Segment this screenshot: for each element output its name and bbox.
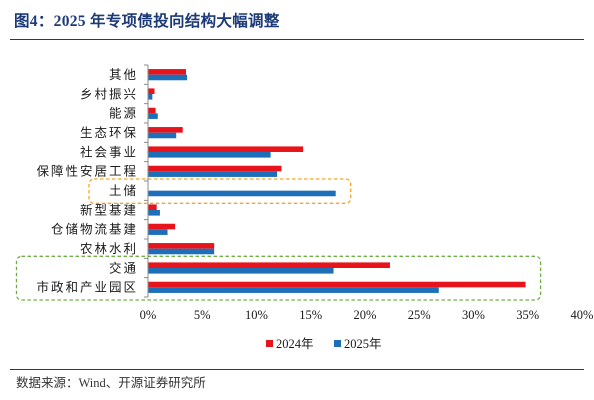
bar-series-1-category-2 xyxy=(148,88,155,94)
legend-item: 2024年 xyxy=(266,337,314,351)
bar-series-1-category-9 xyxy=(148,223,176,230)
category-label: 保障性安居工程 xyxy=(36,164,138,179)
legend-item: 2025年 xyxy=(334,337,382,351)
legend-label: 2024年 xyxy=(276,337,314,351)
x-tick-label: 15% xyxy=(299,308,322,322)
legend-swatch xyxy=(334,340,341,347)
category-label: 社会事业 xyxy=(80,144,138,159)
category-label: 新型基建 xyxy=(80,202,138,217)
bar-series-2-category-3 xyxy=(148,113,158,119)
bar-series-2-category-1 xyxy=(148,74,188,81)
highlight-boxes xyxy=(15,178,542,301)
bar-series-1-category-6 xyxy=(148,165,282,172)
bars xyxy=(148,69,526,293)
bar-series-2-category-7 xyxy=(148,190,336,197)
bar-series-1-category-3 xyxy=(148,107,156,114)
bar-series-1-category-11 xyxy=(148,262,390,268)
bar-series-2-category-8 xyxy=(148,210,160,216)
x-tick-label: 5% xyxy=(194,308,211,322)
highlight-box xyxy=(88,178,352,204)
category-label: 其他 xyxy=(109,68,138,82)
bar-series-2-category-12 xyxy=(148,287,439,293)
figure-title: 图4：2025 年专项债投向结构大幅调整 xyxy=(14,13,280,30)
category-label: 乡村振兴 xyxy=(80,87,138,101)
bar-series-2-category-5 xyxy=(148,152,271,158)
bar-series-2-category-6 xyxy=(148,171,278,177)
category-label: 交通 xyxy=(109,260,138,275)
category-label: 仓储物流基建 xyxy=(51,222,138,237)
x-tick-label: 10% xyxy=(245,308,268,322)
bar-series-1-category-1 xyxy=(148,69,186,75)
x-tick-label: 30% xyxy=(462,308,485,322)
category-label: 农林水利 xyxy=(80,242,138,256)
category-label: 土储 xyxy=(109,183,138,198)
legend-swatch xyxy=(266,340,273,347)
bar-series-2-category-2 xyxy=(148,94,153,100)
legend: 2024年 2025年 xyxy=(266,337,382,351)
x-axis-ticks: 0% 5% 10% 15% 20% 25% 30% 35% 40% xyxy=(140,308,594,322)
bar-series-1-category-8 xyxy=(148,204,157,210)
bar-series-1-category-4 xyxy=(148,127,183,133)
x-tick-label: 20% xyxy=(354,308,377,322)
bar-series-1-category-5 xyxy=(148,146,304,152)
x-tick-label: 35% xyxy=(516,308,539,322)
bar-series-2-category-10 xyxy=(148,248,215,255)
bar-series-1-category-12 xyxy=(148,281,526,288)
x-tick-label: 25% xyxy=(408,308,431,322)
bar-series-2-category-4 xyxy=(148,132,177,139)
legend-label: 2025年 xyxy=(344,337,382,351)
bar-series-1-category-10 xyxy=(148,243,215,249)
category-label: 市政和产业园区 xyxy=(36,280,138,295)
category-label: 能源 xyxy=(109,107,138,121)
bar-series-2-category-11 xyxy=(148,268,334,274)
source-rule xyxy=(10,369,584,370)
x-tick-label: 40% xyxy=(571,308,594,322)
title-rule xyxy=(10,39,584,40)
category-labels: 其他乡村振兴能源生态环保社会事业保障性安居工程土储新型基建仓储物流基建农林水利交… xyxy=(36,68,138,295)
x-tick-label: 0% xyxy=(140,308,157,322)
y-axis xyxy=(144,64,149,298)
category-label: 生态环保 xyxy=(80,126,138,140)
bar-series-2-category-9 xyxy=(148,229,168,235)
source-note: 数据来源：Wind、开源证券研究所 xyxy=(16,376,206,390)
bar-chart: 其他乡村振兴能源生态环保社会事业保障性安居工程土储新型基建仓储物流基建农林水利交… xyxy=(15,64,594,351)
